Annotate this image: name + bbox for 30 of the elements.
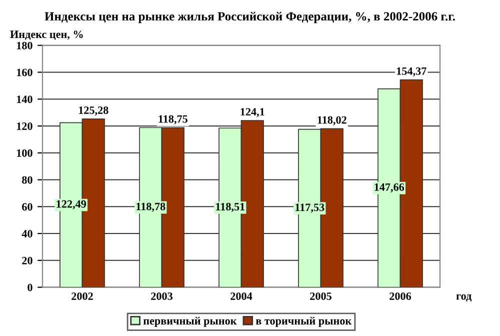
x-tick-label: 2002	[72, 292, 93, 300]
data-label: 118,78	[136, 202, 166, 212]
legend-label: первичный рынок	[143, 316, 237, 327]
y-tick-label: 0	[28, 284, 32, 292]
data-label: 118,02	[318, 116, 346, 126]
y-tick-label: 80	[22, 176, 32, 184]
data-label: 122,49	[56, 200, 86, 210]
data-label: 124,1	[240, 108, 264, 118]
y-tick-label: 20	[22, 256, 32, 264]
y-tick-label: 160	[17, 68, 32, 76]
y-tick-label: 180	[17, 42, 32, 50]
data-label: 147,66	[374, 183, 404, 192]
data-label: 118,51	[216, 202, 245, 212]
x-axis-title: год	[456, 294, 472, 302]
data-label: 118,75	[158, 115, 188, 124]
y-axis-title: Индекс цен, %	[10, 30, 83, 40]
legend-label: в торичный рынок	[256, 316, 352, 327]
y-tick-label: 40	[22, 230, 32, 238]
y-tick-label: 140	[17, 96, 32, 104]
x-tick-label: 2004	[230, 292, 252, 300]
x-tick-label: 2003	[151, 292, 172, 300]
y-tick-label: 60	[22, 203, 32, 211]
y-tick-label: 100	[17, 149, 32, 157]
data-label: 117,53	[296, 204, 324, 213]
chart-title: Индексы цен на рынке жилья Российской Федерации, %, в 2002-2006 г.г.	[44, 12, 455, 24]
y-tick-label: 120	[17, 122, 32, 130]
data-label: 125,28	[78, 106, 108, 116]
data-label: 154,37	[396, 67, 426, 76]
x-tick-label: 2006	[390, 292, 412, 300]
x-tick-label: 2005	[310, 292, 332, 300]
